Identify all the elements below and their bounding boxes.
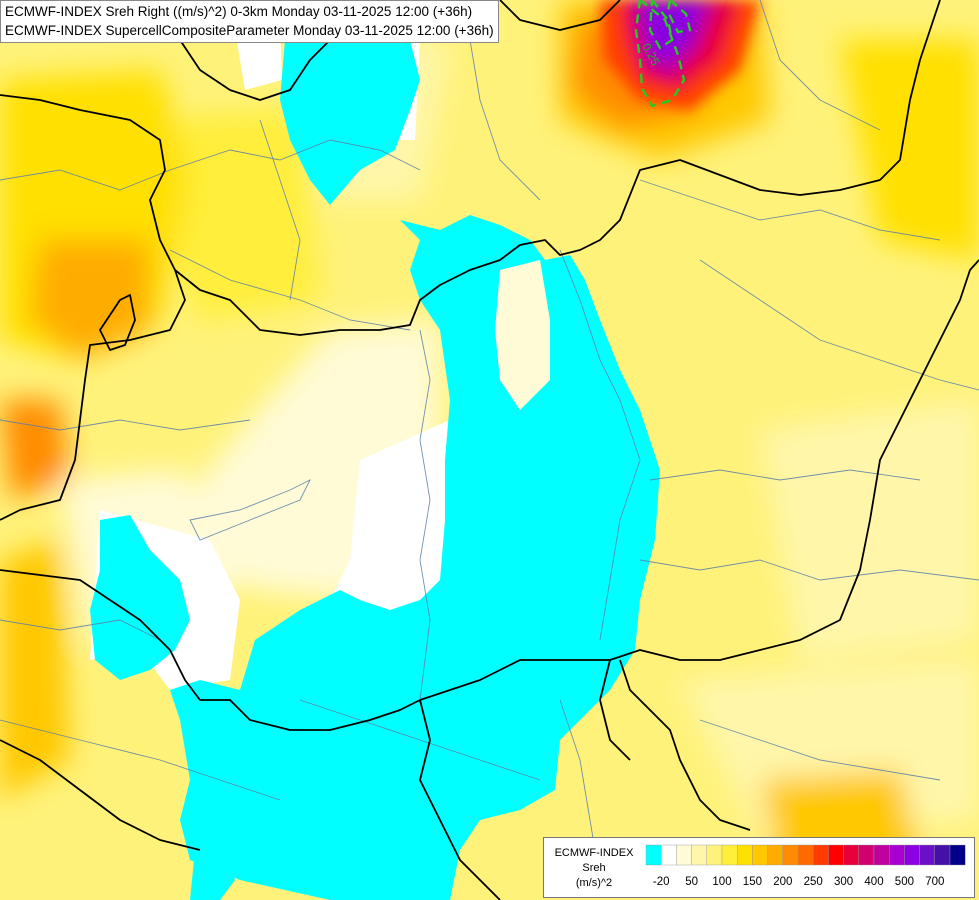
legend-swatch [645,844,662,866]
legend-swatch [843,844,860,866]
legend-tick-label: 200 [773,876,792,888]
legend-swatch [828,844,844,866]
legend-tick-label: -20 [653,876,670,888]
legend-swatch [752,844,768,866]
legend-title-line1: ECMWF-INDEX [554,847,634,859]
legend-tick-label: 250 [804,876,823,888]
legend-swatch [782,844,799,866]
legend-title-line2: Sreh [582,862,606,874]
legend-tick-label: 500 [895,876,914,888]
legend-swatch [676,844,692,866]
legend-tick-label: 50 [685,876,698,888]
title-line-scp: ECMWF-INDEX SupercellCompositeParameter … [5,23,494,38]
legend-swatch [812,844,829,866]
legend-swatch [858,844,875,866]
legend-swatch [873,844,890,866]
scp-contour [634,0,692,108]
legend-swatch [797,844,814,866]
legend-swatch [767,844,783,866]
legend-swatch [934,844,951,866]
legend-tick-label: 150 [743,876,762,888]
legend-tick-label: 300 [834,876,853,888]
legend-tick-label: 100 [712,876,731,888]
color-legend: ECMWF-INDEX Sreh (m/s)^2 -20 50 100 150 200 2… [543,837,975,898]
legend-swatch [736,844,753,866]
title-line-sreh: ECMWF-INDEX Sreh Right ((m/s)^2) 0-3km M… [5,4,473,19]
legend-swatch [691,844,707,866]
legend-swatch [721,844,738,866]
legend-swatch [888,844,905,866]
legend-swatch [919,844,936,866]
legend-tick-label: 700 [925,876,944,888]
legend-title: ECMWF-INDEX Sreh (m/s)^2 [548,846,640,891]
legend-swatch [904,844,920,866]
legend-swatch [661,844,677,866]
legend-swatch [706,844,723,866]
legend-swatch [949,844,966,866]
regional-boundaries [0,0,979,881]
legend-title-line3: (m/s)^2 [575,877,613,889]
title-box: ECMWF-INDEX Sreh Right ((m/s)^2) 0-3km M… [0,0,499,43]
legend-colorbar: -20 50 100 150 200 250 300 400 500 700 [645,844,966,888]
legend-tick-label: 400 [864,876,883,888]
